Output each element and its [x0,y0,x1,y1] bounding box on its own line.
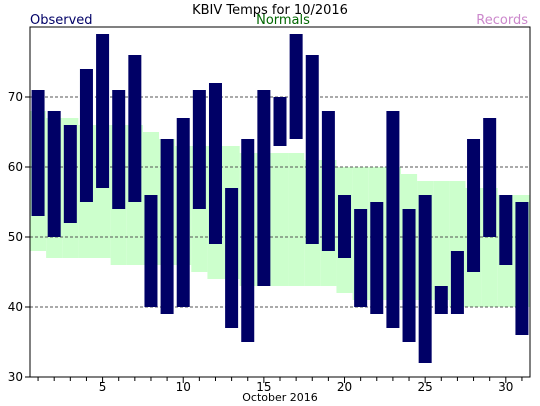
observed-bar-day-14 [241,139,255,342]
x-tick-label-15: 15 [256,380,271,394]
observed-bar-day-12 [208,83,222,244]
observed-bar-day-23 [386,111,400,328]
legend-observed: Observed [30,13,93,28]
observed-bar-day-10 [176,118,190,307]
observed-bar-day-1 [31,90,45,216]
observed-bar-day-5 [96,34,110,188]
observed-bar-day-25 [418,195,432,363]
observed-bar-day-31 [515,202,529,335]
normal-range-day-17 [288,153,305,286]
y-tick-label-70: 70 [8,90,23,104]
observed-bar-day-29 [483,118,497,237]
observed-bar-day-21 [354,209,368,307]
x-tick-label-25: 25 [418,380,433,394]
observed-bar-day-2 [47,111,61,237]
observed-bar-day-6 [112,90,126,209]
y-tick-label-60: 60 [8,160,23,174]
axis-ticks: 30 40 50 60 70 5 10 15 20 25 30 [8,90,523,394]
observed-bar-day-13 [225,188,239,328]
observed-bar-day-20 [338,195,352,258]
observed-bar-day-28 [467,139,481,272]
observed-bars [31,34,529,363]
observed-bar-day-8 [144,195,158,307]
observed-bar-day-18 [305,55,319,244]
observed-bar-day-26 [434,286,448,314]
x-axis-label: October 2016 [242,391,318,404]
y-tick-label-30: 30 [8,370,23,384]
observed-bar-day-11 [192,90,206,209]
chart-title: KBIV Temps for 10/2016 [192,3,348,18]
observed-bar-day-17 [289,34,303,139]
observed-bar-day-27 [450,251,464,314]
normal-range-day-16 [271,153,289,286]
observed-bar-day-22 [370,202,384,314]
normal-range-day-26 [433,181,450,300]
observed-bar-day-9 [160,139,174,314]
observed-bar-day-7 [128,55,142,202]
x-tick-label-20: 20 [337,380,352,394]
observed-bar-day-30 [499,195,513,265]
observed-bar-day-16 [273,97,287,146]
y-tick-label-50: 50 [8,230,23,244]
x-tick-label-30: 30 [498,380,513,394]
observed-bar-day-15 [257,90,271,286]
x-tick-label-10: 10 [176,380,191,394]
observed-bar-day-3 [63,125,77,223]
legend-records: Records [476,13,528,28]
observed-bar-day-4 [79,69,93,202]
observed-bar-day-19 [321,111,335,251]
observed-bar-day-24 [402,209,416,342]
y-tick-label-40: 40 [8,300,23,314]
x-tick-label-5: 5 [99,380,107,394]
legend-normals: Normals [256,13,310,28]
